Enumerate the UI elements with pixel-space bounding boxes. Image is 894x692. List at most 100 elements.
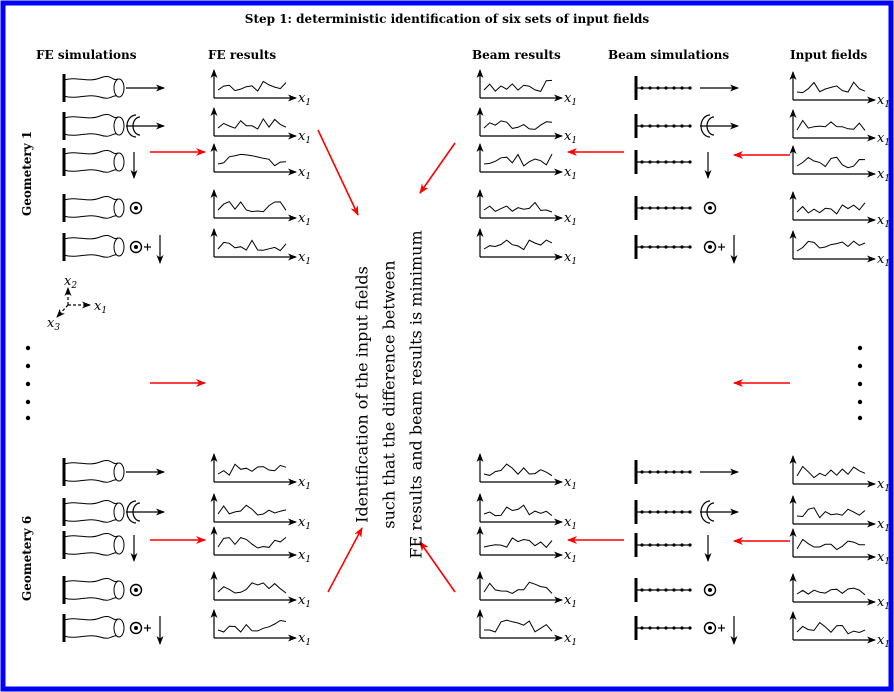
fe-simulation-g6-2 <box>62 498 165 526</box>
statement-line-3: FE results and beam results is minimum <box>406 230 426 559</box>
plot-axis-subscript: 1 <box>884 174 890 184</box>
fe-beam-bottom <box>63 552 119 556</box>
plot-axis-subscript: 1 <box>884 524 890 534</box>
beam-result-plot: x1 <box>476 143 577 182</box>
fe-beam-end <box>113 78 125 98</box>
plot-axis-subscript: 1 <box>884 640 890 650</box>
header-fe-results: FE results <box>208 48 277 62</box>
beam-result-plot: x1 <box>476 228 577 267</box>
input-field-plot: x1 <box>789 71 890 110</box>
beam-node <box>656 160 660 164</box>
beam-node <box>640 588 644 592</box>
ellipsis-dot-left <box>25 381 31 387</box>
plot-axis-label: x1 <box>877 633 890 650</box>
plot-curve <box>217 537 287 549</box>
plot-curve <box>796 538 865 551</box>
input-field-plot: x1 <box>789 573 890 612</box>
plot-curve <box>217 80 287 92</box>
beam-node <box>656 543 660 547</box>
moment-dot <box>134 626 138 630</box>
fe-beam-bottom <box>63 479 119 483</box>
header-input-fields: Input fields <box>790 48 868 62</box>
fe-beam-bottom <box>63 635 119 639</box>
plot-curve <box>217 619 287 633</box>
input-field-plot: x1 <box>789 109 890 148</box>
beam-node <box>648 245 652 249</box>
beam-node <box>664 206 668 210</box>
plot-axis-label: x1 <box>564 165 577 182</box>
plot-axis-subscript: 1 <box>571 172 577 182</box>
plot-axis-subscript: 1 <box>571 482 577 492</box>
plot-axis-subscript: 1 <box>884 100 890 110</box>
moment-circle <box>129 201 143 215</box>
fe-simulation-g6-5 <box>62 614 164 645</box>
plot-axis-subscript: 1 <box>884 557 890 567</box>
plot-axis-label: x1 <box>298 515 311 532</box>
plot-axis-label: x1 <box>564 129 577 146</box>
moment-circle <box>703 583 717 597</box>
fe-simulation-g6-4 <box>62 576 143 604</box>
plot-axis-label: x1 <box>564 593 577 610</box>
plot-axis-label: x1 <box>877 477 890 494</box>
plot-curve <box>796 621 866 635</box>
plot-axis-label: x1 <box>564 250 577 267</box>
ellipsis-dot-left <box>25 415 31 421</box>
fe-simulation-g1-5 <box>62 233 164 264</box>
fe-beam-end <box>113 618 125 638</box>
beam-node <box>648 543 652 547</box>
fe-beam-top <box>63 149 119 155</box>
moment-dot <box>134 245 138 249</box>
beam-node <box>648 86 652 90</box>
plot-axis-subscript: 1 <box>571 136 577 146</box>
beam-node <box>640 245 644 249</box>
ellipsis-dot-right <box>857 399 863 405</box>
beam-node <box>672 588 676 592</box>
diagram-title: Step 1: deterministic identification of … <box>244 12 650 26</box>
header-beam-results: Beam results <box>472 48 561 62</box>
moment-dot <box>708 588 712 592</box>
plot-axis-subscript: 1 <box>305 218 311 228</box>
plot-axis-subscript: 1 <box>884 259 890 269</box>
fe-beam-end <box>113 580 125 600</box>
beam-simulation-g1-1 <box>634 76 739 100</box>
beam-node <box>688 510 692 514</box>
beam-node <box>664 160 668 164</box>
fe-beam-bottom <box>63 215 119 219</box>
plot-curve <box>483 79 553 92</box>
fe-result-plot: x1 <box>210 69 311 108</box>
beam-node <box>672 510 676 514</box>
fe-beam-top <box>63 615 119 621</box>
beam-simulation-g1-4 <box>634 196 717 220</box>
plot-curve <box>796 202 866 215</box>
arrow-fe-results-to-identification-bottom <box>327 527 363 593</box>
beam-node <box>672 124 676 128</box>
beam-simulation-g6-2 <box>634 500 739 524</box>
beam-node <box>664 543 668 547</box>
plot-curve <box>796 465 866 479</box>
beam-node <box>640 206 644 210</box>
fe-beam-end <box>113 152 125 172</box>
moment-dot <box>708 626 712 630</box>
fe-result-plot: x1 <box>210 107 311 146</box>
fe-beam-bottom <box>63 133 119 137</box>
beam-node <box>672 626 676 630</box>
input-field-plot: x1 <box>789 495 890 534</box>
beam-node <box>688 543 692 547</box>
statement-line-2: such that the difference between <box>379 260 399 529</box>
moment-dot <box>134 588 138 592</box>
beam-node <box>656 245 660 249</box>
beam-node <box>664 124 668 128</box>
input-field-plot: x1 <box>789 455 890 494</box>
beam-result-plot: x1 <box>476 526 577 565</box>
beam-node <box>640 543 644 547</box>
plot-axis-label: x1 <box>877 595 890 612</box>
beam-node <box>656 86 660 90</box>
beam-node <box>664 470 668 474</box>
plot-curve <box>796 81 866 94</box>
beam-node <box>688 124 692 128</box>
beam-node <box>680 245 684 249</box>
fe-beam-top <box>63 234 119 240</box>
plot-curve <box>483 504 553 517</box>
plot-axis-subscript: 1 <box>305 136 311 146</box>
